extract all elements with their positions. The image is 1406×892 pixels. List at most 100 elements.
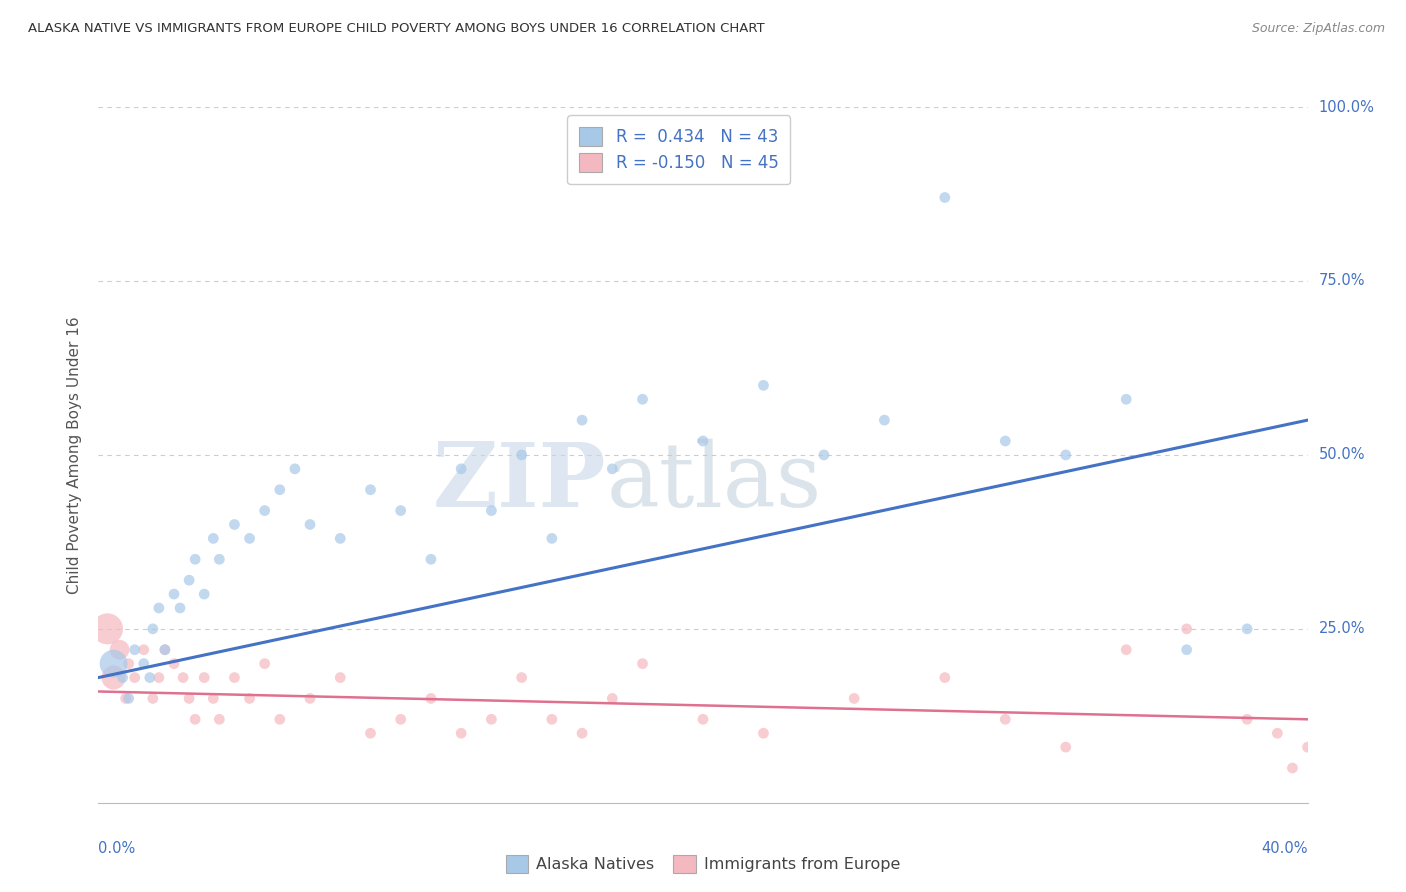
Point: [124, 671, 146, 685]
Point: [1115, 392, 1137, 407]
Point: [111, 671, 134, 685]
Point: [389, 503, 412, 517]
Point: [934, 671, 956, 685]
Point: [103, 671, 125, 685]
Point: [124, 642, 146, 657]
Point: [202, 532, 225, 546]
Point: [1054, 740, 1077, 755]
Point: [1296, 740, 1319, 755]
Y-axis label: Child Poverty Among Boys Under 16: Child Poverty Among Boys Under 16: [67, 316, 83, 594]
Point: [269, 712, 291, 726]
Text: 0.0%: 0.0%: [98, 841, 135, 856]
Point: [208, 552, 231, 566]
Point: [172, 671, 194, 685]
Point: [132, 657, 155, 671]
Legend: R =  0.434   N = 43, R = -0.150   N = 45: R = 0.434 N = 43, R = -0.150 N = 45: [568, 115, 790, 184]
Point: [118, 691, 141, 706]
Point: [284, 462, 307, 476]
Point: [96, 622, 118, 636]
Point: [163, 657, 186, 671]
Point: [169, 601, 191, 615]
Point: [631, 657, 654, 671]
Point: [631, 392, 654, 407]
Point: [202, 691, 225, 706]
Point: [139, 671, 162, 685]
Point: [329, 671, 352, 685]
Point: [602, 691, 624, 706]
Point: [420, 691, 443, 706]
Point: [193, 587, 215, 601]
Text: 40.0%: 40.0%: [1261, 841, 1308, 856]
Point: [103, 657, 125, 671]
Text: ZIP: ZIP: [433, 439, 606, 526]
Point: [420, 552, 443, 566]
Point: [239, 532, 262, 546]
Point: [253, 657, 276, 671]
Point: [1175, 622, 1198, 636]
Point: [1054, 448, 1077, 462]
Point: [239, 691, 262, 706]
Point: [360, 726, 382, 740]
Point: [179, 573, 201, 587]
Point: [934, 190, 956, 204]
Point: [1115, 642, 1137, 657]
Point: [1236, 712, 1258, 726]
Point: [148, 671, 170, 685]
Point: [450, 462, 472, 476]
Point: [571, 726, 593, 740]
Point: [510, 448, 533, 462]
Point: [481, 503, 503, 517]
Legend: Alaska Natives, Immigrants from Europe: Alaska Natives, Immigrants from Europe: [499, 848, 907, 880]
Point: [813, 448, 835, 462]
Point: [193, 671, 215, 685]
Point: [481, 712, 503, 726]
Point: [114, 691, 136, 706]
Point: [510, 671, 533, 685]
Text: Source: ZipAtlas.com: Source: ZipAtlas.com: [1251, 22, 1385, 36]
Point: [299, 691, 322, 706]
Point: [132, 642, 155, 657]
Point: [571, 413, 593, 427]
Point: [153, 642, 176, 657]
Point: [108, 642, 131, 657]
Point: [450, 726, 472, 740]
Point: [994, 712, 1017, 726]
Point: [844, 691, 866, 706]
Point: [1175, 642, 1198, 657]
Point: [873, 413, 896, 427]
Point: [253, 503, 276, 517]
Point: [692, 712, 714, 726]
Text: 25.0%: 25.0%: [1319, 622, 1365, 636]
Point: [118, 657, 141, 671]
Text: 50.0%: 50.0%: [1319, 448, 1365, 462]
Point: [692, 434, 714, 448]
Point: [360, 483, 382, 497]
Point: [994, 434, 1017, 448]
Text: 75.0%: 75.0%: [1319, 274, 1365, 288]
Text: 100.0%: 100.0%: [1319, 100, 1375, 114]
Point: [184, 712, 207, 726]
Point: [540, 712, 562, 726]
Point: [148, 601, 170, 615]
Point: [224, 517, 246, 532]
Point: [602, 462, 624, 476]
Text: ALASKA NATIVE VS IMMIGRANTS FROM EUROPE CHILD POVERTY AMONG BOYS UNDER 16 CORREL: ALASKA NATIVE VS IMMIGRANTS FROM EUROPE …: [28, 22, 765, 36]
Point: [224, 671, 246, 685]
Point: [752, 378, 775, 392]
Text: atlas: atlas: [606, 439, 821, 526]
Point: [329, 532, 352, 546]
Point: [142, 691, 165, 706]
Point: [142, 622, 165, 636]
Point: [179, 691, 201, 706]
Point: [1281, 761, 1303, 775]
Point: [752, 726, 775, 740]
Point: [540, 532, 562, 546]
Point: [184, 552, 207, 566]
Point: [269, 483, 291, 497]
Point: [389, 712, 412, 726]
Point: [299, 517, 322, 532]
Point: [153, 642, 176, 657]
Point: [1267, 726, 1289, 740]
Point: [208, 712, 231, 726]
Point: [163, 587, 186, 601]
